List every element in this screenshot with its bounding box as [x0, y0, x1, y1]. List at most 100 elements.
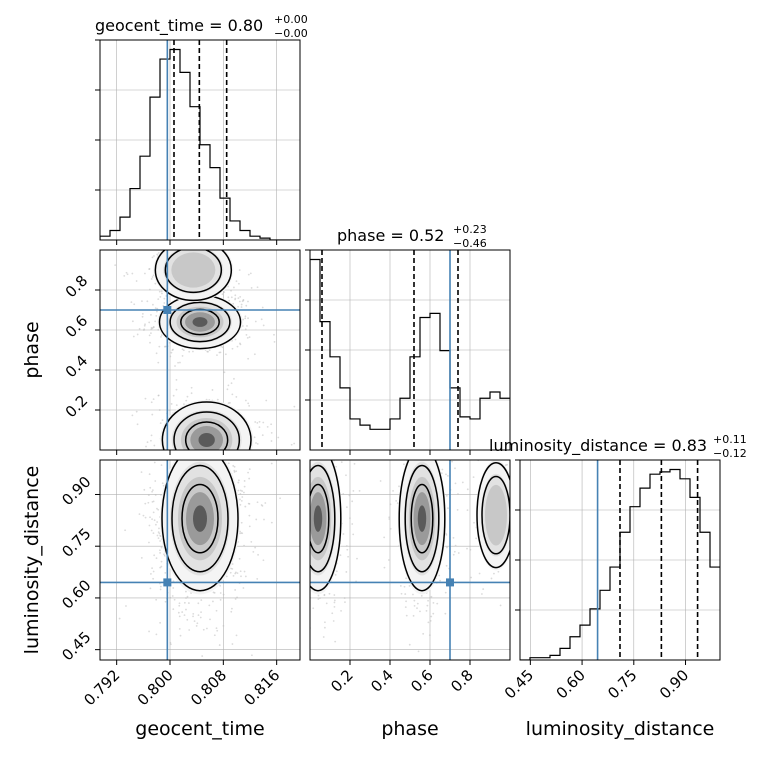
scatter-point: [136, 423, 139, 426]
scatter-point: [308, 489, 310, 491]
scatter-point: [240, 575, 242, 578]
scatter-point: [323, 626, 326, 629]
scatter-point: [244, 317, 247, 320]
scatter-point: [156, 521, 159, 523]
scatter-point: [408, 585, 411, 587]
scatter-point: [179, 361, 181, 364]
scatter-point: [140, 471, 143, 473]
scatter-point: [150, 529, 153, 532]
scatter-point: [160, 464, 163, 467]
scatter-point: [118, 617, 121, 620]
scatter-point: [416, 607, 418, 610]
scatter-point: [238, 557, 241, 560]
scatter-point: [201, 655, 204, 657]
scatter-point: [466, 488, 469, 491]
scatter-point: [396, 502, 399, 505]
scatter-point: [293, 442, 296, 445]
scatter-point: [478, 572, 481, 575]
contour: [154, 250, 233, 302]
scatter-point: [348, 494, 351, 497]
scatter-point: [248, 468, 251, 471]
scatter-point: [152, 577, 155, 580]
scatter-point: [155, 598, 158, 601]
scatter-point: [239, 570, 242, 573]
scatter-point: [247, 317, 249, 320]
scatter-point: [146, 300, 149, 303]
scatter-point: [343, 597, 346, 599]
scatter-point: [325, 457, 327, 459]
scatter-point: [131, 320, 134, 323]
scatter-point: [254, 546, 257, 549]
scatter-point: [160, 335, 162, 338]
scatter-point: [201, 242, 203, 244]
scatter-point: [305, 509, 307, 511]
scatter-point: [158, 409, 161, 411]
density-level: [193, 505, 207, 532]
scatter-point: [200, 599, 203, 601]
scatter-point: [454, 467, 456, 470]
scatter-point: [308, 414, 310, 416]
scatter-point: [307, 460, 309, 462]
scatter-point: [223, 371, 226, 374]
scatter-point: [307, 528, 309, 530]
scatter-point: [302, 564, 304, 566]
scatter-point: [430, 595, 433, 598]
scatter-point: [148, 630, 150, 633]
title-geocent-time-lower: −0.00: [274, 27, 308, 40]
scatter-point: [221, 293, 224, 296]
scatter-point: [481, 593, 483, 595]
scatter-point: [143, 488, 146, 491]
scatter-point: [254, 320, 257, 323]
scatter-point: [257, 553, 259, 556]
scatter-point: [240, 303, 243, 306]
scatter-point: [230, 289, 232, 292]
scatter-point: [244, 328, 247, 331]
x-tick-label: 0.808: [187, 666, 230, 709]
scatter-point: [157, 537, 160, 540]
scatter-point: [156, 307, 159, 310]
scatter-point: [405, 614, 408, 617]
scatter-point: [239, 489, 242, 492]
scatter-point: [123, 274, 126, 277]
scatter-point: [152, 398, 155, 401]
scatter-point: [159, 585, 162, 588]
scatter-point: [305, 558, 307, 560]
scatter-point: [172, 608, 175, 611]
scatter-point: [452, 553, 455, 556]
scatter-point: [158, 345, 161, 348]
scatter-point: [256, 501, 259, 504]
x-tick-label: 0.800: [134, 666, 177, 709]
scatter-point: [147, 494, 150, 497]
scatter-point: [409, 458, 411, 460]
scatter-point: [144, 397, 147, 400]
scatter-point: [340, 461, 343, 464]
scatter-point: [183, 601, 186, 604]
scatter-point: [328, 457, 330, 459]
contour: [184, 421, 229, 450]
scatter-point: [144, 272, 146, 275]
scatter-point: [413, 604, 416, 607]
scatter-point: [506, 463, 508, 466]
scatter-point: [198, 458, 200, 460]
scatter-point: [233, 377, 235, 380]
scatter-point: [179, 634, 182, 637]
scatter-point: [165, 453, 167, 455]
scatter-point: [457, 493, 459, 495]
scatter-point: [233, 465, 236, 468]
scatter-point: [243, 485, 246, 488]
scatter-point: [151, 490, 154, 493]
scatter-point: [144, 516, 147, 519]
scatter-point: [207, 457, 209, 459]
scatter-point: [513, 523, 515, 525]
scatter-point: [192, 615, 194, 618]
scatter-point: [248, 502, 251, 505]
y-tick-label: 0.75: [58, 524, 94, 560]
scatter-point: [216, 398, 219, 401]
density-level: [313, 505, 323, 532]
scatter-point: [312, 607, 315, 610]
scatter-point: [409, 456, 411, 458]
scatter-point: [237, 455, 239, 457]
scatter-point: [159, 540, 162, 542]
scatter-point: [244, 399, 247, 402]
scatter-point: [490, 577, 493, 580]
